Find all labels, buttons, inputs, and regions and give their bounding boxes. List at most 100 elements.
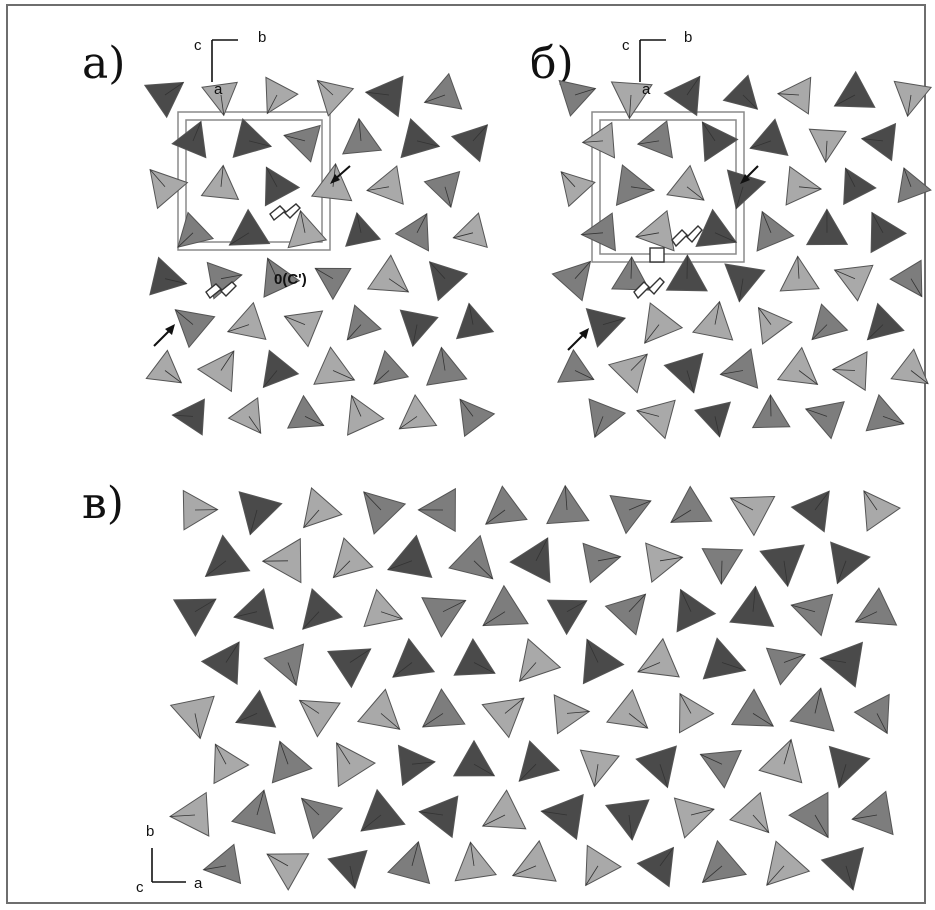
tetrahedron [749, 118, 789, 156]
tetrahedron-edge [907, 94, 912, 117]
tetrahedron [303, 487, 343, 529]
tetrahedron-edge [714, 232, 737, 243]
guest-molecule-a2 [205, 281, 237, 300]
tetrahedron [202, 843, 242, 885]
tetrahedron-edge [811, 324, 828, 340]
panel-label-c: в) [82, 478, 124, 529]
tetrahedron [701, 121, 739, 163]
tetrahedron-edge [248, 416, 262, 434]
tetrahedron [604, 799, 650, 841]
axis-b-label-c: b [146, 823, 154, 840]
tetrahedron [729, 585, 775, 627]
tetrahedron-edge [637, 662, 661, 673]
tetrahedron-edge [783, 739, 792, 765]
arrow-marker-b1 [740, 165, 759, 184]
tetrahedron [551, 260, 592, 302]
tetrahedron [201, 81, 238, 117]
tetrahedron-edge [301, 798, 320, 816]
tetrahedron [364, 75, 404, 118]
tetrahedron-edge [366, 186, 390, 191]
tetrahedron-edge [814, 490, 830, 511]
tetrahedron [611, 255, 651, 291]
tetrahedron [828, 745, 871, 789]
panel-label-b: б) [530, 38, 574, 89]
tetrahedron-edge [636, 410, 660, 417]
tetrahedron-edge [356, 212, 362, 233]
tetrahedron [149, 256, 188, 296]
tetrahedron-edge [411, 841, 419, 867]
tetrahedron [854, 587, 898, 626]
tetrahedron-edge [871, 212, 884, 233]
tetrahedron-edge [752, 713, 774, 727]
tetrahedron-edge [721, 662, 746, 671]
axis-c-label-a: c [194, 37, 202, 54]
tetrahedron [870, 211, 908, 254]
tetrahedron-edge [164, 82, 184, 96]
tetrahedron-edge [770, 394, 772, 417]
tetrahedron [459, 398, 496, 438]
tetrahedron-edge [855, 611, 878, 623]
tetrahedron-edge [299, 700, 320, 714]
tetrahedron-edge [422, 713, 444, 728]
tetrahedron [757, 306, 793, 345]
tetrahedron [610, 81, 653, 120]
tetrahedron-edge [566, 600, 587, 613]
tetrahedron-edge [602, 317, 626, 325]
tetrahedron-edge [630, 256, 633, 279]
tetrahedron [263, 257, 301, 298]
tetrahedron [171, 398, 205, 436]
tetrahedron-edge [586, 639, 599, 663]
tetrahedron [691, 300, 734, 341]
tetrahedron-edge [766, 865, 785, 886]
tetrahedron-edge [518, 763, 537, 782]
tetrahedron [694, 401, 732, 438]
axis-c-label-c: c [136, 879, 144, 896]
tetrahedron-edge [805, 408, 828, 417]
tetrahedron-edge [482, 611, 506, 626]
tetrahedron-edge [597, 556, 621, 562]
tetrahedron-edge [690, 808, 715, 816]
tetrahedron [579, 749, 620, 788]
tetrahedron-edge [742, 94, 758, 110]
tetrahedron-edge [752, 586, 756, 612]
tetrahedron-edge [380, 611, 403, 620]
tetrahedron [833, 70, 876, 108]
tetrahedron [759, 544, 805, 588]
tetrahedron [421, 688, 466, 728]
tetrahedron-edge [169, 814, 196, 817]
tetrahedron-edge [267, 258, 278, 279]
tetrahedron-edge [470, 842, 475, 866]
tetrahedron [298, 699, 341, 738]
tetrahedron [286, 394, 325, 429]
tetrahedron-edge [752, 814, 769, 833]
tetrahedron [756, 210, 795, 252]
tetrahedron [145, 349, 183, 384]
tetrahedron-edge [266, 853, 289, 867]
tetrahedron-edge [637, 140, 660, 145]
tetrahedron [557, 348, 595, 383]
tetrahedron-edge [628, 500, 651, 511]
tetrahedron [421, 597, 467, 638]
tetrahedron [313, 346, 356, 385]
tetrahedron [509, 537, 551, 584]
tetrahedron-edge [629, 94, 632, 119]
tetrahedron [397, 744, 436, 787]
tetrahedron-edge [229, 232, 250, 246]
tetrahedron-edge [644, 324, 660, 344]
tetrahedron-edge [194, 598, 217, 613]
axes-indicator-c [151, 848, 186, 883]
tetrahedron-edge [630, 186, 655, 191]
tetrahedron-edge [349, 648, 371, 663]
tetrahedron-edge [149, 169, 166, 188]
tetrahedron [833, 264, 874, 302]
tetrahedron [776, 346, 819, 386]
tetrahedron [482, 584, 529, 627]
tetrahedron-edge [903, 167, 912, 187]
tetrahedron-edge [628, 593, 646, 612]
tetrahedron [830, 541, 871, 585]
tetrahedron-edge [814, 688, 822, 714]
tetrahedron [398, 394, 438, 430]
tetrahedron [897, 167, 932, 204]
tetrahedron [327, 648, 372, 689]
tetrahedron-edge [702, 121, 716, 142]
